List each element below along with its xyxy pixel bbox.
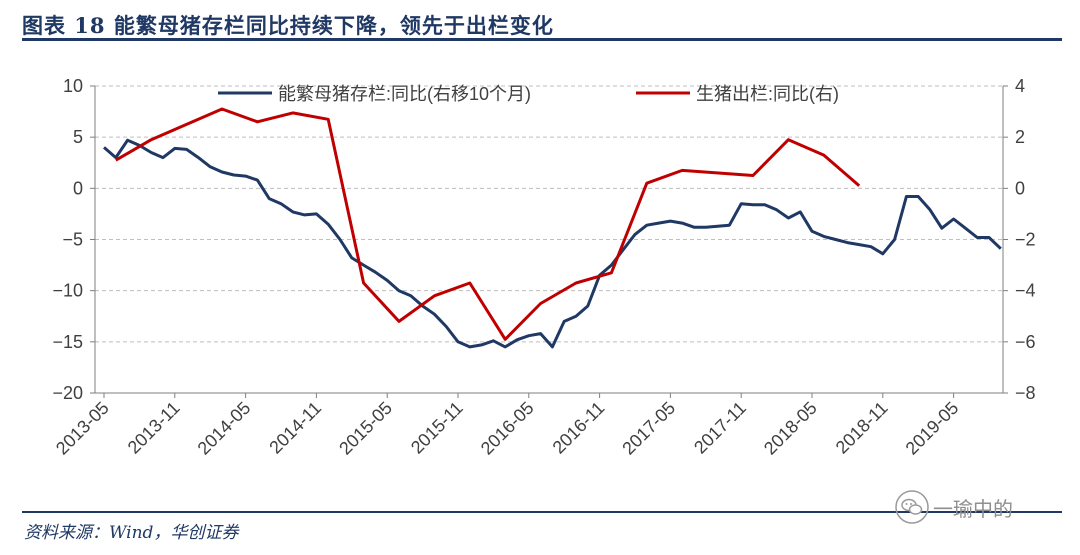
left-tick-label: −20 — [52, 383, 83, 403]
x-axis-ticks: 2013-05 2013-11 2014-05 2014-11 2015-05 2015-… — [52, 398, 962, 459]
left-axis-ticks: 10 5 0 −5 −10 −15 −20 — [52, 76, 83, 403]
legend-label-1: 能繁母猪存栏:同比(右移10个月) — [278, 84, 531, 104]
right-tick-label: 0 — [1015, 178, 1025, 198]
x-tick-label: 2013-11 — [124, 398, 184, 458]
right-tick-label: −8 — [1015, 383, 1036, 403]
left-tick-label: 5 — [73, 127, 83, 147]
x-tick-label: 2014-11 — [265, 398, 325, 458]
watermark: 一瑜中的 — [895, 490, 1013, 524]
x-tick-label: 2014-05 — [194, 398, 255, 459]
x-tick-label: 2013-05 — [52, 398, 113, 459]
legend: 能繁母猪存栏:同比(右移10个月) 生猪出栏:同比(右) — [218, 84, 839, 104]
x-tick-label: 2016-11 — [549, 398, 609, 458]
x-tick-label: 2018-05 — [760, 398, 821, 459]
x-tick-label: 2017-11 — [690, 398, 750, 458]
right-tick-label: −6 — [1015, 332, 1036, 352]
series-line-2 — [115, 107, 861, 341]
title-bar: 图表 18 能繁母猪存栏同比持续下降，领先于出栏变化 — [22, 4, 1062, 41]
gridlines — [95, 85, 1003, 343]
left-tick-label: 0 — [73, 178, 83, 198]
source-note: 资料来源：Wind，华创证券 — [24, 523, 239, 543]
figure-title: 图表 18 能繁母猪存栏同比持续下降，领先于出栏变化 — [22, 13, 554, 38]
x-tick-label: 2018-11 — [832, 398, 892, 458]
watermark-text: 一瑜中的 — [933, 496, 1013, 521]
series-line-1 — [103, 138, 1002, 349]
left-tick-label: −5 — [62, 230, 83, 250]
x-tick-label: 2017-05 — [618, 398, 679, 459]
legend-label-2: 生猪出栏:同比(右) — [696, 84, 839, 104]
footer-divider — [22, 511, 1062, 513]
series-group — [103, 107, 1002, 349]
left-tick-label: 10 — [63, 76, 83, 96]
right-axis-ticks: 4 2 0 −2 −4 −6 −8 — [1015, 76, 1036, 403]
x-tick-label: 2015-05 — [335, 398, 396, 459]
right-tick-label: −2 — [1015, 230, 1036, 250]
x-tick-label: 2016-05 — [477, 398, 538, 459]
left-tick-label: −15 — [52, 332, 83, 352]
x-tick-label: 2015-11 — [407, 398, 467, 458]
axes — [90, 85, 1008, 398]
chart-area: 10 5 0 −5 −10 −15 −20 4 2 0 −2 −4 −6 −8 2013-05 2013-… — [52, 76, 1036, 459]
right-tick-label: 4 — [1015, 76, 1025, 96]
right-tick-label: 2 — [1015, 127, 1025, 147]
x-tick-label: 2019-05 — [902, 398, 963, 459]
wechat-icon — [895, 490, 929, 524]
left-tick-label: −10 — [52, 281, 83, 301]
right-tick-label: −4 — [1015, 281, 1036, 301]
